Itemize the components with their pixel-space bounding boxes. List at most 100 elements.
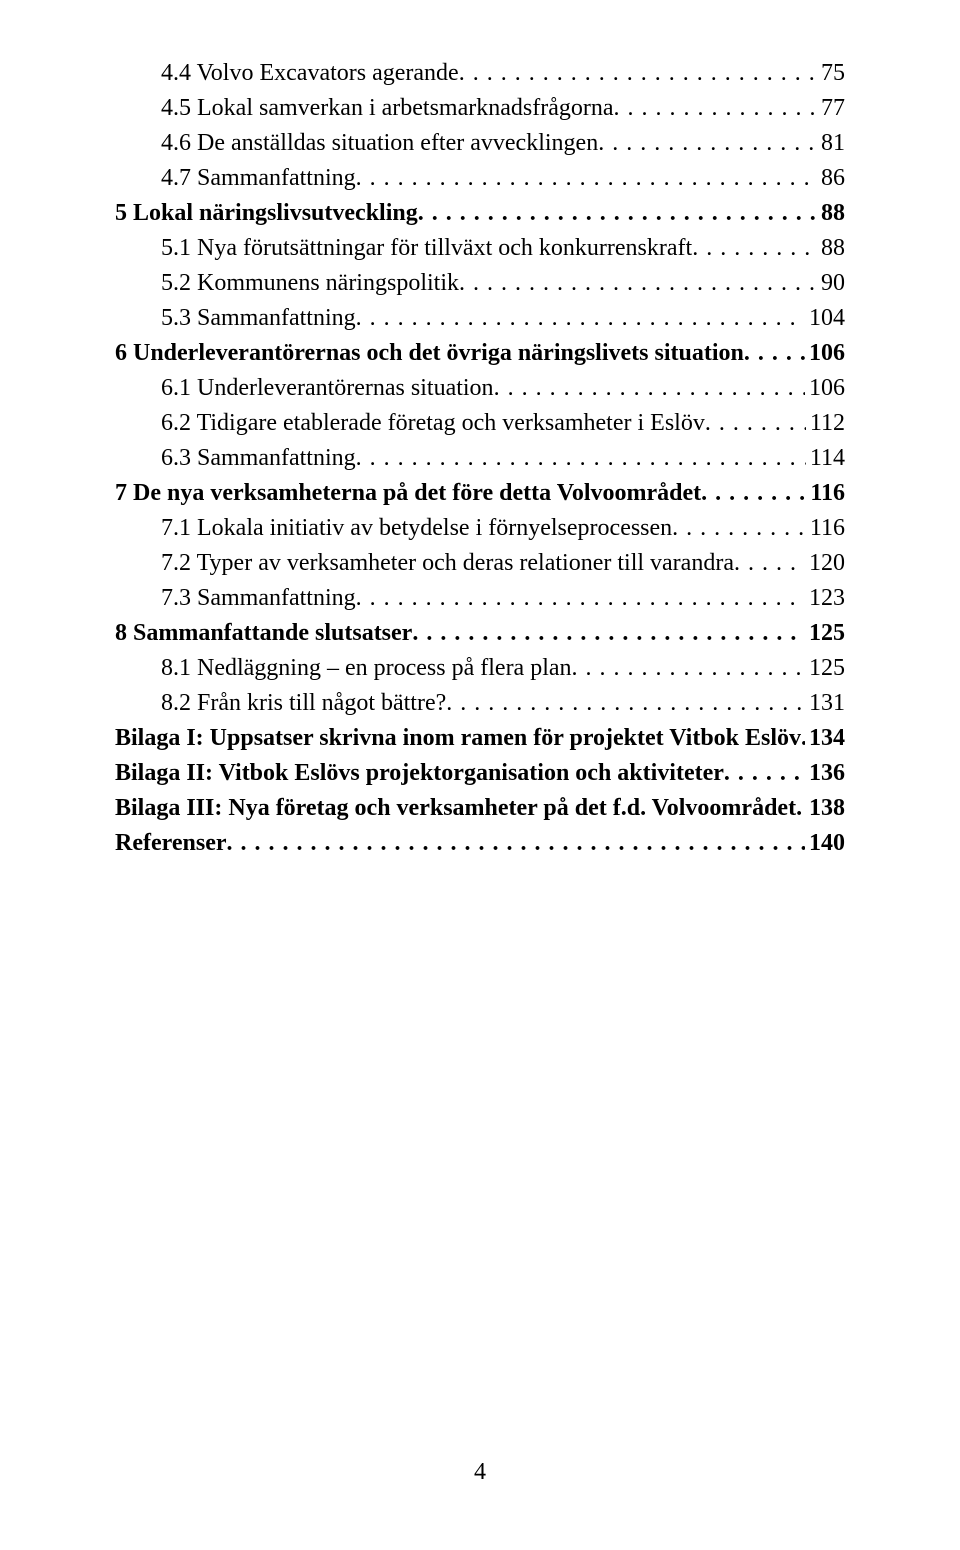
toc-label: 6.3 Sammanfattning <box>161 445 356 472</box>
toc-label: 4.4 Volvo Excavators agerande <box>161 60 459 87</box>
toc-page: 106 <box>805 340 845 367</box>
toc-label: 7.2 Typer av verksamheter och deras rela… <box>161 550 734 577</box>
toc-page: 112 <box>806 410 845 437</box>
toc-chapter-entry: Bilaga II: Vitbok Eslövs projektorganisa… <box>115 760 845 787</box>
toc-leader <box>459 60 817 87</box>
toc-leader <box>705 410 806 437</box>
toc-page: 125 <box>805 655 845 682</box>
toc-entry: 4.6 De anställdas situation efter avveck… <box>161 130 845 157</box>
toc-leader <box>724 760 805 787</box>
toc-entry: 7.2 Typer av verksamheter och deras rela… <box>161 550 845 577</box>
toc-leader <box>418 200 817 227</box>
toc-leader <box>692 235 817 262</box>
toc-entry: 5.3 Sammanfattning 104 <box>161 305 845 332</box>
toc-label: 4.5 Lokal samverkan i arbetsmarknadsfråg… <box>161 95 614 122</box>
toc-page: 77 <box>817 95 845 122</box>
toc-chapter-8: 8 Sammanfattande slutsatser 125 8.1 Nedl… <box>115 620 845 717</box>
toc-page: 114 <box>806 445 845 472</box>
toc-page: 106 <box>805 375 845 402</box>
toc-page: 90 <box>817 270 845 297</box>
toc-label: 4.7 Sammanfattning <box>161 165 356 192</box>
toc-label: Bilaga I: Uppsatser skrivna inom ramen f… <box>115 725 801 752</box>
toc-leader <box>598 130 817 157</box>
toc-label: Referenser <box>115 830 227 857</box>
toc-appendix-2: Bilaga II: Vitbok Eslövs projektorganisa… <box>115 760 845 787</box>
toc-chapter-entry: 7 De nya verksamheterna på det före dett… <box>115 480 845 507</box>
toc-chapter-5: 5 Lokal näringslivsutveckling 88 5.1 Nya… <box>115 200 845 332</box>
toc-leader <box>572 655 805 682</box>
toc-leader <box>734 550 805 577</box>
toc-entry: 7.3 Sammanfattning 123 <box>161 585 845 612</box>
toc-page: 88 <box>817 200 845 227</box>
toc-entry: 4.7 Sammanfattning 86 <box>161 165 845 192</box>
toc-leader <box>494 375 805 402</box>
toc-label: Bilaga II: Vitbok Eslövs projektorganisa… <box>115 760 724 787</box>
toc-page: 123 <box>805 585 845 612</box>
toc-entry: 6.1 Underleverantörernas situation 106 <box>161 375 845 402</box>
toc-page: 116 <box>806 515 845 542</box>
toc-chapter-7: 7 De nya verksamheterna på det före dett… <box>115 480 845 612</box>
toc-chapter-6: 6 Underleverantörernas och det övriga nä… <box>115 340 845 472</box>
toc-label: 6 Underleverantörernas och det övriga nä… <box>115 340 744 367</box>
table-of-contents: 4.4 Volvo Excavators agerande 75 4.5 Lok… <box>115 60 845 857</box>
toc-leader <box>356 585 805 612</box>
toc-label: 6.2 Tidigare etablerade företag och verk… <box>161 410 705 437</box>
toc-appendix-3: Bilaga III: Nya företag och verksamheter… <box>115 795 845 822</box>
toc-page: 125 <box>805 620 845 647</box>
toc-leader <box>744 340 805 367</box>
toc-label: 7.1 Lokala initiativ av betydelse i förn… <box>161 515 672 542</box>
toc-page: 75 <box>817 60 845 87</box>
toc-label: 5.3 Sammanfattning <box>161 305 356 332</box>
toc-page: 120 <box>805 550 845 577</box>
toc-entry: 6.3 Sammanfattning 114 <box>161 445 845 472</box>
toc-entry: 4.4 Volvo Excavators agerande 75 <box>161 60 845 87</box>
page-container: 4.4 Volvo Excavators agerande 75 4.5 Lok… <box>0 0 960 1550</box>
toc-page: 131 <box>805 690 845 717</box>
toc-leader <box>672 515 806 542</box>
toc-entry: 5.1 Nya förutsättningar för tillväxt och… <box>161 235 845 262</box>
toc-entry: 7.1 Lokala initiativ av betydelse i förn… <box>161 515 845 542</box>
toc-leader <box>459 270 817 297</box>
toc-chapter-entry: 5 Lokal näringslivsutveckling 88 <box>115 200 845 227</box>
toc-page: 134 <box>805 725 845 752</box>
toc-chapter-entry: Bilaga III: Nya företag och verksamheter… <box>115 795 845 822</box>
toc-page: 136 <box>805 760 845 787</box>
toc-references: Referenser 140 <box>115 830 845 857</box>
toc-chapter-entry: Bilaga I: Uppsatser skrivna inom ramen f… <box>115 725 845 752</box>
toc-entry: 8.2 Från kris till något bättre? 131 <box>161 690 845 717</box>
toc-leader <box>227 830 806 857</box>
toc-leader <box>614 95 818 122</box>
toc-leader <box>796 795 805 822</box>
toc-label: 8 Sammanfattande slutsatser <box>115 620 412 647</box>
toc-page: 116 <box>806 480 845 507</box>
toc-leader <box>701 480 806 507</box>
toc-leader <box>412 620 805 647</box>
toc-chapter-entry: Referenser 140 <box>115 830 845 857</box>
toc-leader <box>356 305 805 332</box>
toc-chapter-4-subs: 4.4 Volvo Excavators agerande 75 4.5 Lok… <box>115 60 845 192</box>
toc-label: 6.1 Underleverantörernas situation <box>161 375 494 402</box>
toc-label: 8.2 Från kris till något bättre? <box>161 690 446 717</box>
toc-entry: 5.2 Kommunens näringspolitik 90 <box>161 270 845 297</box>
toc-label: Bilaga III: Nya företag och verksamheter… <box>115 795 796 822</box>
toc-leader <box>356 165 817 192</box>
toc-leader <box>356 445 806 472</box>
toc-label: 7.3 Sammanfattning <box>161 585 356 612</box>
toc-label: 5.1 Nya förutsättningar för tillväxt och… <box>161 235 692 262</box>
toc-label: 4.6 De anställdas situation efter avveck… <box>161 130 598 157</box>
page-number: 4 <box>0 1459 960 1486</box>
toc-page: 81 <box>817 130 845 157</box>
toc-entry: 4.5 Lokal samverkan i arbetsmarknadsfråg… <box>161 95 845 122</box>
toc-label: 5 Lokal näringslivsutveckling <box>115 200 418 227</box>
toc-appendix-1: Bilaga I: Uppsatser skrivna inom ramen f… <box>115 725 845 752</box>
toc-entry: 6.2 Tidigare etablerade företag och verk… <box>161 410 845 437</box>
toc-page: 138 <box>805 795 845 822</box>
toc-page: 140 <box>805 830 845 857</box>
toc-leader <box>446 690 805 717</box>
toc-label: 7 De nya verksamheterna på det före dett… <box>115 480 701 507</box>
toc-label: 8.1 Nedläggning – en process på flera pl… <box>161 655 572 682</box>
toc-chapter-entry: 6 Underleverantörernas och det övriga nä… <box>115 340 845 367</box>
toc-page: 104 <box>805 305 845 332</box>
toc-entry: 8.1 Nedläggning – en process på flera pl… <box>161 655 845 682</box>
toc-chapter-entry: 8 Sammanfattande slutsatser 125 <box>115 620 845 647</box>
